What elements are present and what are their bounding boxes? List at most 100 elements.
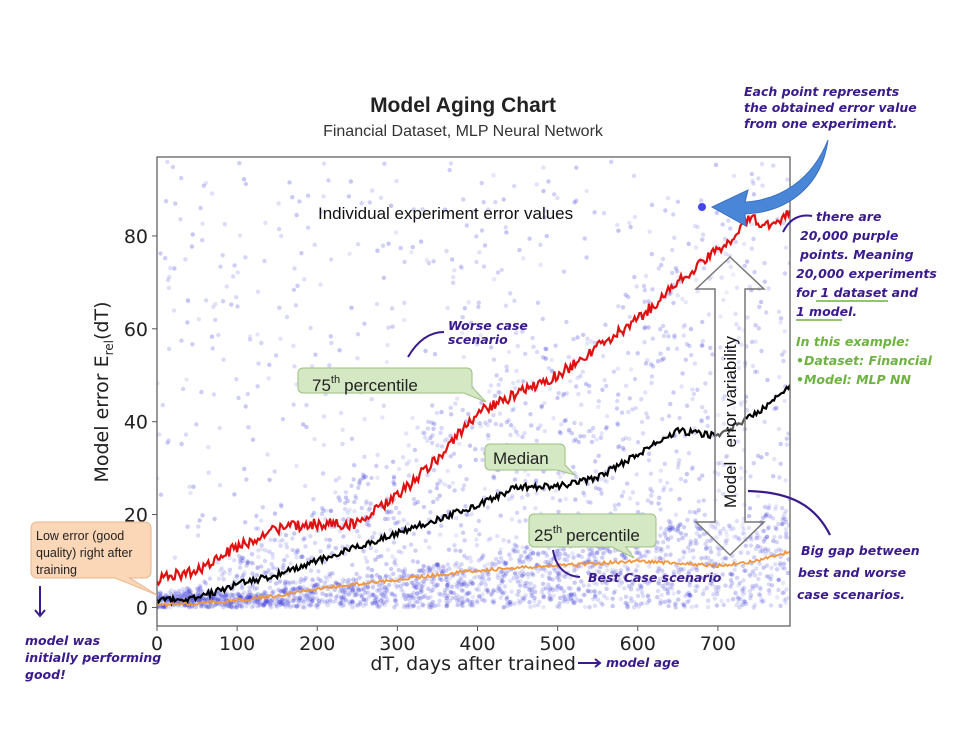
scatter-point — [724, 453, 730, 459]
scatter-point — [343, 490, 349, 495]
scatter-point — [590, 564, 595, 569]
scatter-point — [228, 601, 233, 606]
scatter-point — [499, 580, 504, 586]
scatter-point — [561, 589, 567, 594]
scatter-point — [713, 573, 718, 578]
scatter-point — [781, 561, 787, 566]
scatter-point — [277, 539, 282, 544]
scatter-point — [354, 571, 359, 577]
scatter-point — [281, 562, 286, 568]
scatter-point — [726, 218, 731, 223]
scatter-point — [375, 452, 380, 458]
scatter-point — [619, 580, 625, 585]
scatter-point — [261, 601, 267, 606]
scatter-point — [255, 565, 261, 570]
scatter-point — [622, 554, 628, 560]
scatter-point — [482, 486, 488, 491]
scatter-point — [526, 574, 531, 580]
scatter-point — [786, 595, 790, 600]
scatter-point — [501, 538, 506, 543]
scatter-point — [491, 600, 497, 605]
scatter-point — [740, 586, 745, 592]
scatter-point — [683, 299, 688, 305]
scatter-point — [287, 595, 292, 600]
scatter-point — [601, 211, 607, 216]
scatter-point — [671, 569, 676, 575]
scatter-point — [576, 586, 582, 591]
scatter-point — [656, 579, 661, 584]
scatter-point — [741, 578, 746, 583]
scatter-point — [474, 543, 480, 548]
scatter-point — [384, 599, 389, 605]
scatter-point — [167, 590, 172, 595]
scatter-point — [784, 436, 789, 441]
scatter-point — [571, 555, 576, 560]
scatter-point — [168, 266, 173, 271]
scatter-point — [430, 588, 435, 593]
scatter-point — [464, 223, 469, 228]
scatter-point — [362, 454, 367, 459]
scatter-point — [668, 525, 673, 530]
scatter-point — [785, 535, 790, 540]
scatter-point — [319, 209, 324, 214]
scatter-point — [254, 598, 259, 603]
scatter-point — [619, 493, 625, 499]
scatter-point — [407, 459, 412, 464]
scatter-point — [280, 588, 285, 593]
scatter-point — [431, 584, 436, 590]
scatter-point — [625, 604, 630, 609]
scatter-point — [198, 604, 204, 609]
scatter-point — [571, 438, 577, 444]
scatter-point — [720, 556, 725, 562]
scatter-point — [666, 519, 672, 524]
scatter-point — [476, 300, 481, 305]
scatter-point — [372, 597, 378, 602]
scatter-point — [675, 293, 680, 298]
scatter-point — [592, 554, 597, 559]
scatter-point — [716, 588, 721, 593]
scatter-point — [273, 603, 279, 608]
scatter-point — [642, 579, 647, 585]
y-tick-label: 0 — [136, 597, 148, 619]
scatter-point — [450, 595, 455, 601]
scatter-point — [265, 599, 270, 604]
scatter-point — [292, 266, 297, 271]
scatter-point — [239, 575, 245, 580]
scatter-point — [465, 591, 470, 596]
scatter-point — [661, 572, 666, 578]
scatter-point — [520, 329, 525, 334]
scatter-point — [414, 591, 420, 596]
scatter-point — [188, 589, 194, 594]
scatter-point — [396, 519, 401, 524]
scatter-point — [266, 567, 271, 572]
scatter-point — [370, 585, 376, 590]
scatter-point — [285, 602, 291, 608]
scatter-point — [476, 587, 481, 593]
x-tick-label: 300 — [379, 633, 415, 655]
scatter-point — [297, 597, 302, 603]
y-tick-label: 20 — [124, 505, 148, 527]
scatter-point — [754, 582, 759, 588]
scatter-point — [315, 605, 320, 610]
scatter-point — [670, 247, 675, 253]
scatter-point — [663, 552, 668, 558]
scatter-point — [244, 563, 249, 568]
scatter-point — [305, 557, 311, 562]
scatter-point — [745, 550, 751, 556]
scatter-point — [631, 578, 637, 583]
scatter-point — [586, 583, 592, 588]
scatter-point — [237, 565, 243, 570]
scatter-point — [696, 526, 701, 531]
scatter-point — [411, 531, 416, 537]
scatter-point — [514, 578, 520, 583]
scatter-point — [498, 555, 504, 561]
scatter-point — [442, 587, 448, 593]
scatter-point — [635, 501, 640, 506]
scatter-point — [338, 601, 343, 606]
scatter-point — [382, 590, 388, 596]
scatter-point — [340, 427, 345, 432]
scatter-point — [572, 420, 577, 426]
scatter-point — [539, 405, 544, 410]
scatter-point — [333, 598, 338, 604]
scatter-point — [747, 588, 753, 594]
